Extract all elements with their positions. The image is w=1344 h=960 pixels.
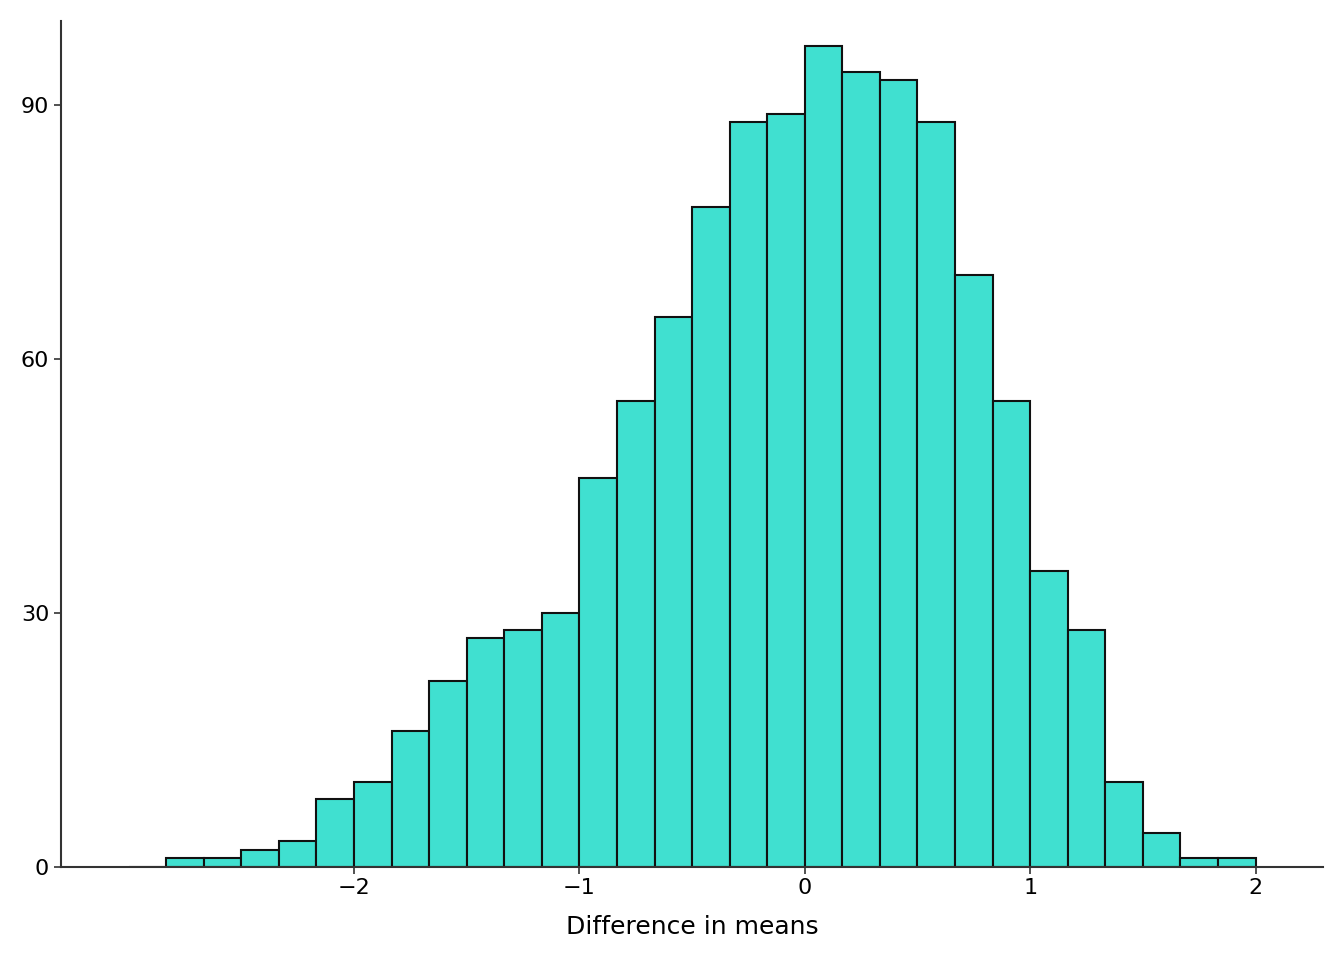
- Bar: [280, 841, 316, 867]
- Bar: [466, 638, 504, 867]
- Bar: [242, 850, 280, 867]
- Bar: [655, 317, 692, 867]
- Bar: [692, 207, 730, 867]
- Bar: [805, 46, 843, 867]
- Bar: [767, 114, 805, 867]
- X-axis label: Difference in means: Difference in means: [566, 915, 818, 939]
- Bar: [993, 401, 1030, 867]
- Bar: [353, 782, 391, 867]
- Bar: [956, 275, 993, 867]
- Bar: [504, 630, 542, 867]
- Bar: [617, 401, 655, 867]
- Bar: [167, 858, 204, 867]
- Bar: [542, 612, 579, 867]
- Bar: [316, 799, 353, 867]
- Bar: [1030, 570, 1067, 867]
- Bar: [1180, 858, 1218, 867]
- Bar: [429, 681, 466, 867]
- Bar: [1142, 833, 1180, 867]
- Bar: [880, 80, 918, 867]
- Bar: [730, 122, 767, 867]
- Bar: [579, 477, 617, 867]
- Bar: [1218, 858, 1255, 867]
- Bar: [1105, 782, 1142, 867]
- Bar: [204, 858, 242, 867]
- Bar: [843, 72, 880, 867]
- Bar: [918, 122, 956, 867]
- Bar: [1067, 630, 1105, 867]
- Bar: [391, 732, 429, 867]
